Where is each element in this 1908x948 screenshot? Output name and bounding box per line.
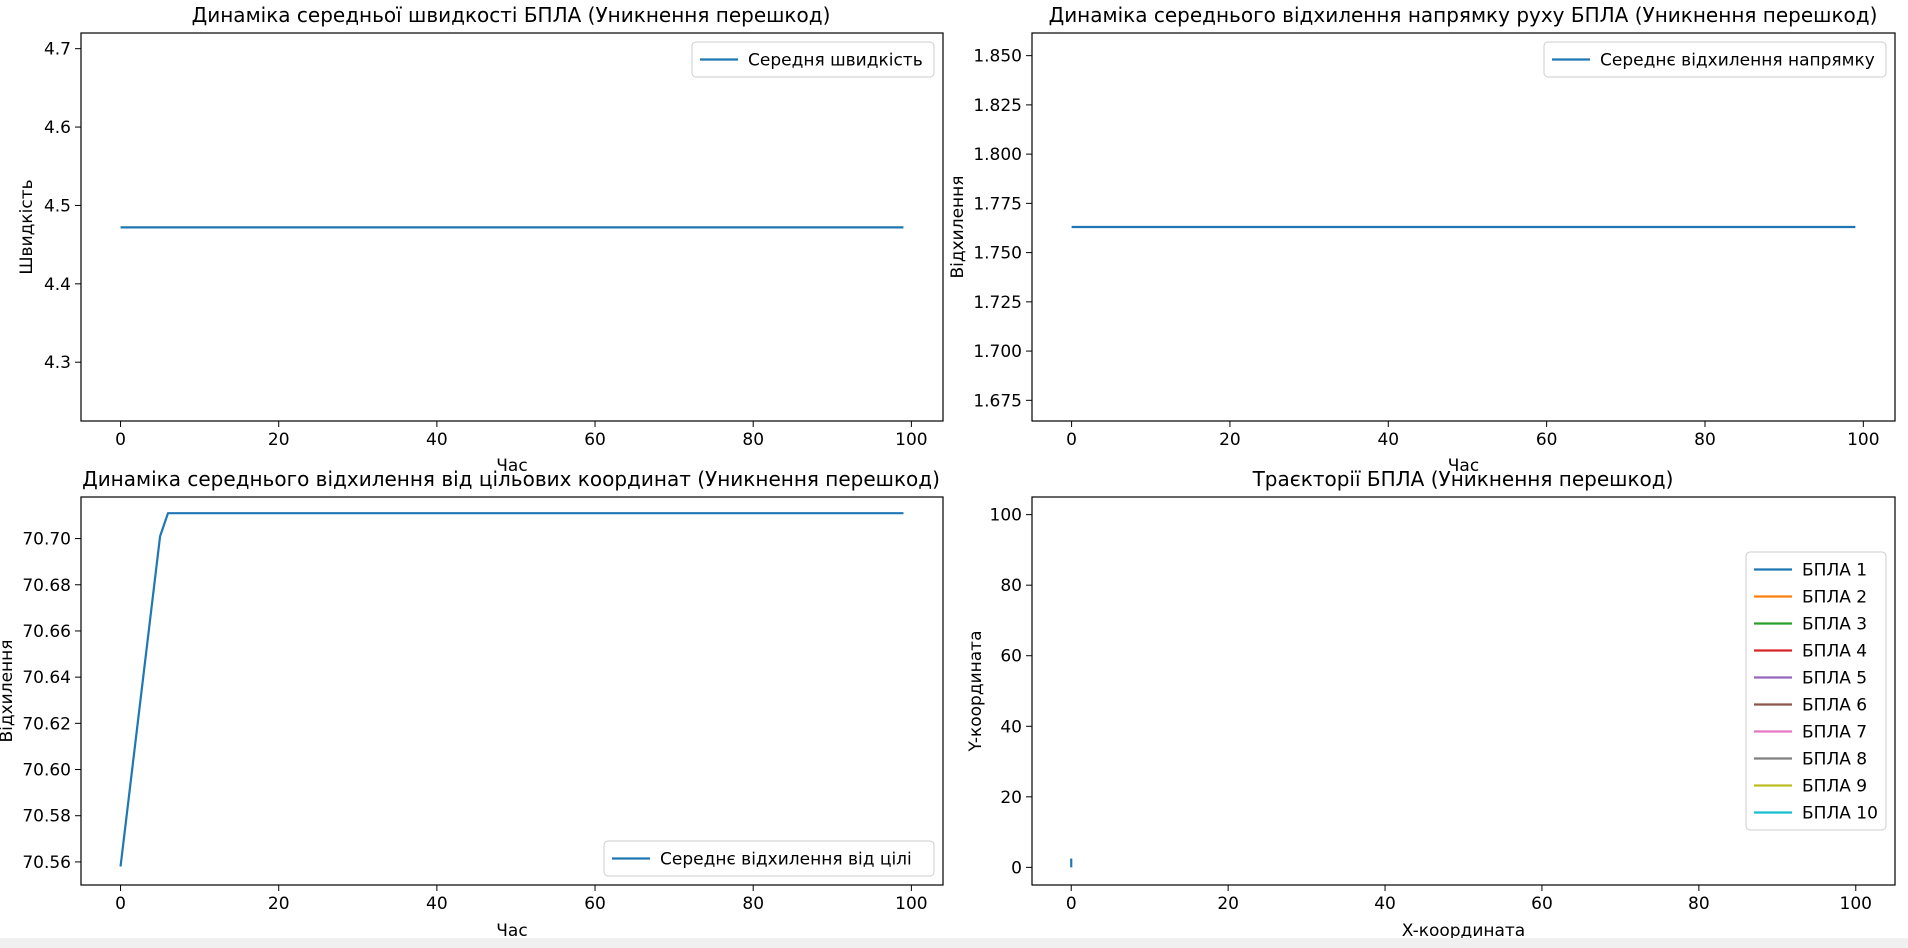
y-tick-label: 4.5: [44, 196, 71, 216]
x-tick-label: 60: [584, 894, 606, 914]
series-line-1: [119, 512, 904, 867]
y-tick-label: 1.800: [973, 145, 1022, 165]
x-tick-label: 80: [1688, 894, 1710, 914]
legend-label: Середнє відхилення напрямку: [1600, 51, 1875, 71]
chart-title: Динаміка середньої швидкості БПЛА (Уникн…: [192, 3, 831, 27]
x-axis-label: Час: [496, 921, 527, 941]
x-tick-label: 80: [742, 894, 764, 914]
y-tick-label: 0: [1011, 858, 1022, 878]
chart-3: Динаміка середнього відхилення від цільо…: [0, 467, 944, 941]
y-tick-label: 4.4: [44, 275, 71, 295]
x-tick-label: 100: [895, 894, 927, 914]
y-tick-label: 70.62: [22, 714, 71, 734]
y-axis-label: Відхилення: [948, 175, 968, 278]
legend: Середня швидкість: [691, 41, 935, 78]
x-axis-label: Час: [496, 456, 527, 476]
y-axis-label: Y-координата: [966, 630, 986, 752]
x-tick-label: 100: [1847, 430, 1879, 450]
chart-title: Траєкторії БПЛА (Уникнення перешкод): [1252, 467, 1674, 491]
x-tick-label: 60: [584, 430, 606, 450]
chart-4: Траєкторії БПЛА (Уникнення перешкод) 0 20 4…: [966, 467, 1896, 941]
footer-strip: [0, 938, 1908, 948]
legend-label: БПЛА 8: [1802, 750, 1867, 770]
legend-label: БПЛА 6: [1802, 696, 1867, 716]
y-tick-label: 1.725: [973, 293, 1022, 313]
legend-box: [1745, 551, 1887, 831]
chart-2: Динаміка середнього відхилення напрямку …: [948, 3, 1896, 476]
legend-label: БПЛА 1: [1802, 561, 1867, 581]
y-tick-label: 1.675: [973, 391, 1022, 411]
chart-title: Динаміка середнього відхилення від цільо…: [82, 467, 940, 491]
y-tick-label: 70.68: [22, 576, 71, 596]
axes-frame: [80, 496, 944, 886]
legend-label: БПЛА 9: [1802, 777, 1867, 797]
y-tick-label: 4.7: [44, 40, 71, 60]
x-axis-label: X-координата: [1402, 921, 1525, 941]
y-tick-label: 20: [1000, 788, 1022, 808]
y-tick-label: 1.700: [973, 342, 1022, 362]
legend-label: БПЛА 2: [1802, 588, 1867, 608]
x-tick-label: 40: [426, 894, 448, 914]
x-tick-label: 0: [1066, 894, 1077, 914]
y-tick-label: 60: [1000, 647, 1022, 667]
y-tick-label: 70.64: [22, 668, 71, 688]
x-tick-label: 40: [1374, 894, 1396, 914]
y-tick-label: 70.56: [22, 853, 71, 873]
y-tick-label: 4.3: [44, 353, 71, 373]
legend-box: [603, 840, 935, 877]
legend-box: [1543, 41, 1887, 78]
y-tick-label: 100: [990, 506, 1022, 526]
x-tick-label: 80: [742, 430, 764, 450]
legend-label: БПЛА 3: [1802, 615, 1867, 635]
y-tick-label: 70.60: [22, 761, 71, 781]
legend-label: БПЛА 7: [1802, 723, 1867, 743]
y-tick-label: 40: [1000, 717, 1022, 737]
legend-label: Середнє відхилення від цілі: [660, 850, 912, 870]
legend-label: БПЛА 4: [1802, 642, 1867, 662]
chart-title: Динаміка середнього відхилення напрямку …: [1049, 3, 1878, 27]
x-tick-label: 0: [115, 894, 126, 914]
x-tick-label: 20: [1217, 894, 1239, 914]
y-tick-label: 70.58: [22, 807, 71, 827]
axes-frame: [1031, 496, 1896, 886]
x-tick-label: 100: [1840, 894, 1872, 914]
x-tick-label: 60: [1536, 430, 1558, 450]
x-tick-label: 60: [1531, 894, 1553, 914]
x-tick-label: 0: [1066, 430, 1077, 450]
legend-box: [691, 41, 935, 78]
legend: Середнє відхилення від цілі: [603, 840, 935, 877]
x-tick-label: 0: [115, 430, 126, 450]
legend: Середнє відхилення напрямку: [1543, 41, 1887, 78]
x-tick-label: 80: [1694, 430, 1716, 450]
x-axis-label: Час: [1448, 456, 1479, 476]
y-tick-label: 80: [1000, 576, 1022, 596]
y-tick-label: 1.775: [973, 194, 1022, 214]
legend-label: БПЛА 10: [1802, 804, 1878, 824]
legend-label: Середня швидкість: [748, 51, 923, 71]
legend-label: БПЛА 5: [1802, 669, 1867, 689]
x-tick-label: 40: [426, 430, 448, 450]
y-tick-label: 1.850: [973, 47, 1022, 67]
y-tick-label: 1.750: [973, 244, 1022, 264]
axes-frame: [1031, 32, 1896, 422]
y-tick-label: 1.825: [973, 96, 1022, 116]
y-tick-label: 70.70: [22, 530, 71, 550]
x-tick-label: 100: [895, 430, 927, 450]
x-tick-label: 20: [268, 894, 290, 914]
axes-frame: [80, 32, 944, 422]
y-tick-label: 4.6: [44, 118, 71, 138]
x-tick-label: 20: [1219, 430, 1241, 450]
y-tick-label: 70.66: [22, 622, 71, 642]
chart-1: Динаміка середньої швидкості БПЛА (Уникн…: [17, 3, 944, 476]
x-tick-label: 40: [1377, 430, 1399, 450]
x-tick-label: 20: [268, 430, 290, 450]
y-axis-label: Швидкість: [17, 179, 37, 274]
y-axis-label: Відхилення: [0, 639, 17, 742]
legend: БПЛА 1 БПЛА 2 БПЛА 3 БПЛА 4 БПЛА 5 БПЛА 6 БПЛА…: [1745, 551, 1887, 831]
